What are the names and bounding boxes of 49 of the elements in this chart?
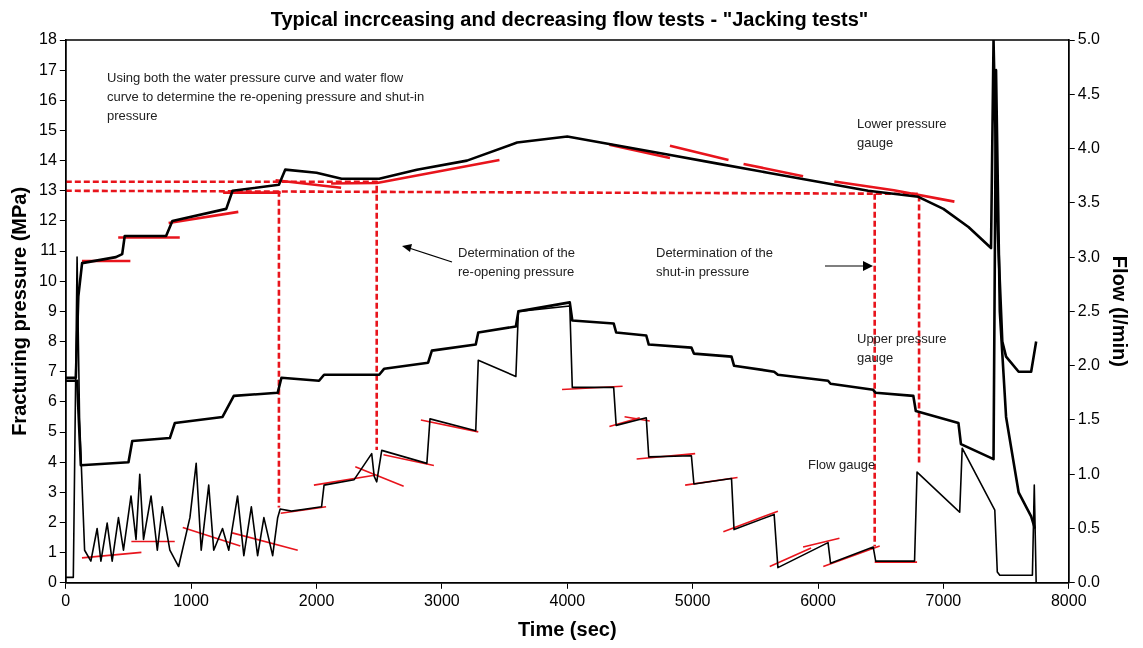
x-tick-label: 0 [61, 591, 71, 609]
x-axis-title: Time (sec) [517, 617, 617, 640]
y2-tick-label: 2.5 [1077, 301, 1101, 319]
x-tick-label: 8000 [1050, 591, 1087, 609]
y2-tick-label: 3.5 [1077, 193, 1101, 211]
x-tick-label: 7000 [925, 591, 962, 609]
y-tick-label: 8 [47, 331, 57, 349]
x-tick-label: 2000 [298, 591, 335, 609]
y-tick-label: 16 [39, 90, 57, 108]
y-tick-label: 13 [39, 181, 57, 199]
annotation: Lower pressure gauge [857, 115, 947, 150]
y-tick-label: 4 [47, 452, 57, 470]
y2-tick-label: 1.5 [1077, 410, 1101, 428]
y2-axis-title: Flow (l/min) [1109, 255, 1132, 367]
y-axis-title: Fracturing pressure (MPa) [7, 186, 30, 436]
y-tick-label: 3 [47, 482, 57, 500]
chart-title: Typical incrceasing and decreasing flow tests - "Jacking tests" [270, 7, 869, 30]
annotation: Flow gauge [808, 456, 876, 472]
annotation: Determination of the re-opening pressure [458, 244, 576, 279]
x-tick-label: 1000 [173, 591, 210, 609]
x-tick-label: 5000 [674, 591, 711, 609]
x-tick-label: 3000 [424, 591, 460, 609]
annotation: Determination of the shut-in pressure [656, 244, 774, 279]
y-tick-label: 17 [39, 60, 57, 78]
y-tick-label: 11 [40, 241, 57, 259]
y-tick-label: 15 [39, 120, 57, 138]
x-tick-label: 6000 [800, 591, 836, 609]
y-tick-label: 2 [47, 512, 57, 530]
y2-tick-label: 3.0 [1077, 247, 1101, 265]
y-tick-label: 9 [47, 301, 57, 319]
y-tick-label: 14 [39, 151, 57, 169]
y-tick-label: 1 [47, 543, 57, 561]
y2-tick-label: 2.0 [1077, 356, 1101, 374]
y-tick-label: 5 [47, 422, 57, 440]
y2-tick-label: 4.0 [1077, 138, 1101, 156]
y2-tick-label: 4.5 [1077, 84, 1101, 102]
y-tick-label: 6 [47, 392, 57, 410]
y-tick-label: 10 [39, 271, 57, 289]
y-tick-label: 7 [47, 362, 57, 380]
annotation: Using both the water pressure curve and water flow curve to determine the re-opening pressure and shut-in pressure [107, 69, 425, 123]
y-tick-label: 18 [39, 30, 57, 48]
y-tick-label: 12 [39, 211, 57, 229]
x-tick-label: 4000 [549, 591, 586, 609]
y2-tick-label: 0.0 [1077, 573, 1101, 591]
annotation: Upper pressure gauge [857, 330, 947, 365]
y2-tick-label: 0.5 [1077, 518, 1101, 536]
y-tick-label: 0 [47, 573, 57, 591]
y2-tick-label: 1.0 [1077, 464, 1101, 482]
y2-tick-label: 5.0 [1077, 30, 1101, 48]
